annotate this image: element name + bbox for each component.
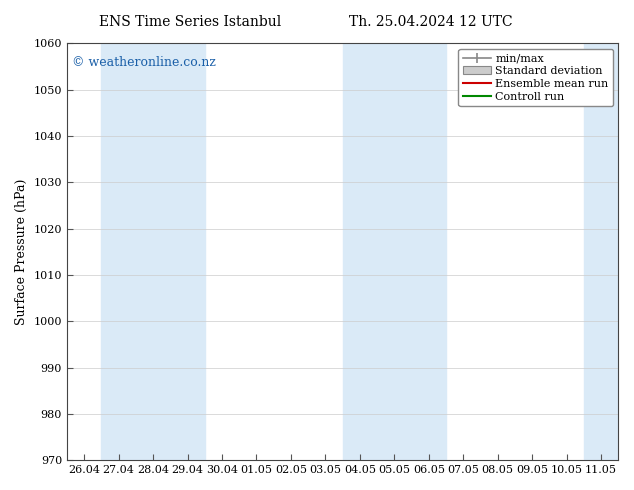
Text: © weatheronline.co.nz: © weatheronline.co.nz: [72, 56, 216, 69]
Bar: [584, 44, 634, 460]
Bar: [101, 44, 205, 460]
Legend: min/max, Standard deviation, Ensemble mean run, Controll run: min/max, Standard deviation, Ensemble me…: [458, 49, 613, 106]
Y-axis label: Surface Pressure (hPa): Surface Pressure (hPa): [15, 179, 28, 325]
Text: ENS Time Series Istanbul: ENS Time Series Istanbul: [99, 15, 281, 29]
Text: Th. 25.04.2024 12 UTC: Th. 25.04.2024 12 UTC: [349, 15, 513, 29]
Bar: [342, 44, 446, 460]
